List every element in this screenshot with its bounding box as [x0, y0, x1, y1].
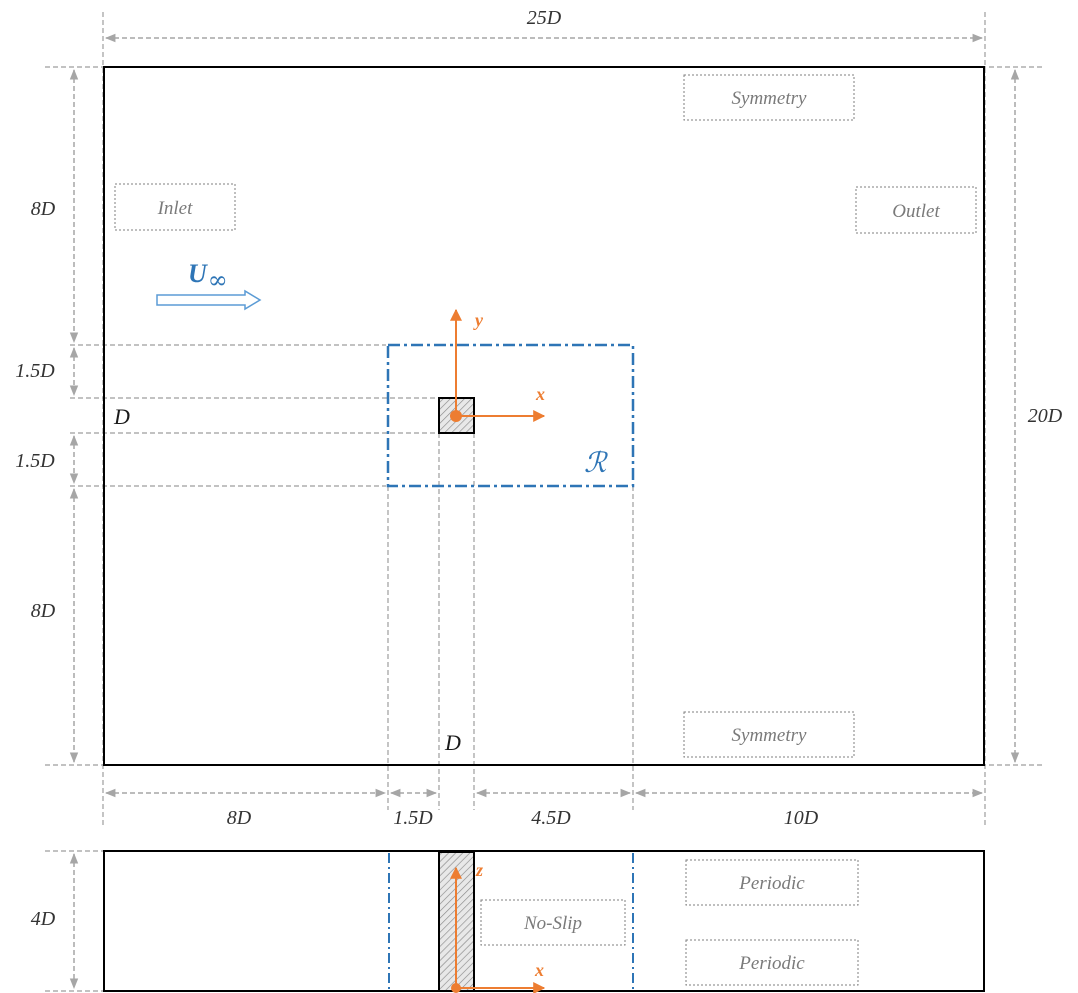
inlet-box: [114, 183, 236, 231]
periodic-bottom-label: Periodic: [738, 953, 805, 974]
outlet-length-label: 10D: [784, 807, 819, 829]
z-axis-label: z: [475, 860, 483, 880]
freestream-arrow: [156, 289, 262, 311]
inlet-label: Inlet: [157, 198, 194, 219]
periodic-top-label: Periodic: [738, 873, 805, 894]
symmetry-top-label: Symmetry: [732, 88, 807, 109]
region-label: ℛ: [584, 446, 608, 479]
inlet-length-label: 8D: [227, 807, 252, 829]
axes-side-view: [450, 866, 546, 993]
axes-top-view: [450, 308, 546, 422]
x-axis-side-label: x: [534, 960, 544, 980]
freestream-label: U∞: [188, 259, 228, 294]
cylinder-size-side-label: D: [113, 404, 130, 429]
guide-lines: [45, 12, 1045, 992]
domain-height-label: 20D: [1028, 405, 1063, 427]
cylinder-size-bottom-label: D: [444, 730, 461, 755]
outlet-label: Outlet: [892, 201, 940, 222]
upstream-height-label: 8D: [31, 198, 56, 220]
no-slip-label: No-Slip: [523, 913, 582, 934]
refinement-region: [386, 343, 635, 488]
region-behind-label: 4.5D: [531, 807, 571, 829]
periodic-bottom-box: [685, 939, 859, 986]
span-depth-label: 4D: [31, 908, 56, 930]
outlet-box: [855, 186, 977, 234]
region-above-label: 1.5D: [15, 360, 55, 382]
symmetry-bottom-box: [683, 711, 855, 758]
symmetry-top-box: [683, 74, 855, 121]
y-axis-label: y: [473, 310, 484, 330]
downstream-height-label: 8D: [31, 600, 56, 622]
computational-domain: [103, 66, 985, 766]
svg-text:U∞: U∞: [188, 259, 228, 294]
domain-width-label: 25D: [527, 7, 562, 29]
dimension-arrows: [69, 33, 1020, 990]
symmetry-bottom-label: Symmetry: [732, 725, 807, 746]
no-slip-box: [480, 899, 626, 946]
freestream-symbol: U: [188, 259, 208, 288]
origin-dot: [450, 410, 462, 422]
x-axis-label: x: [535, 384, 545, 404]
periodic-top-box: [685, 859, 859, 906]
region-below-label: 1.5D: [15, 450, 55, 472]
side-origin-dot: [451, 983, 461, 993]
freestream-subscript: ∞: [208, 266, 228, 294]
region-front-label: 1.5D: [393, 807, 433, 829]
